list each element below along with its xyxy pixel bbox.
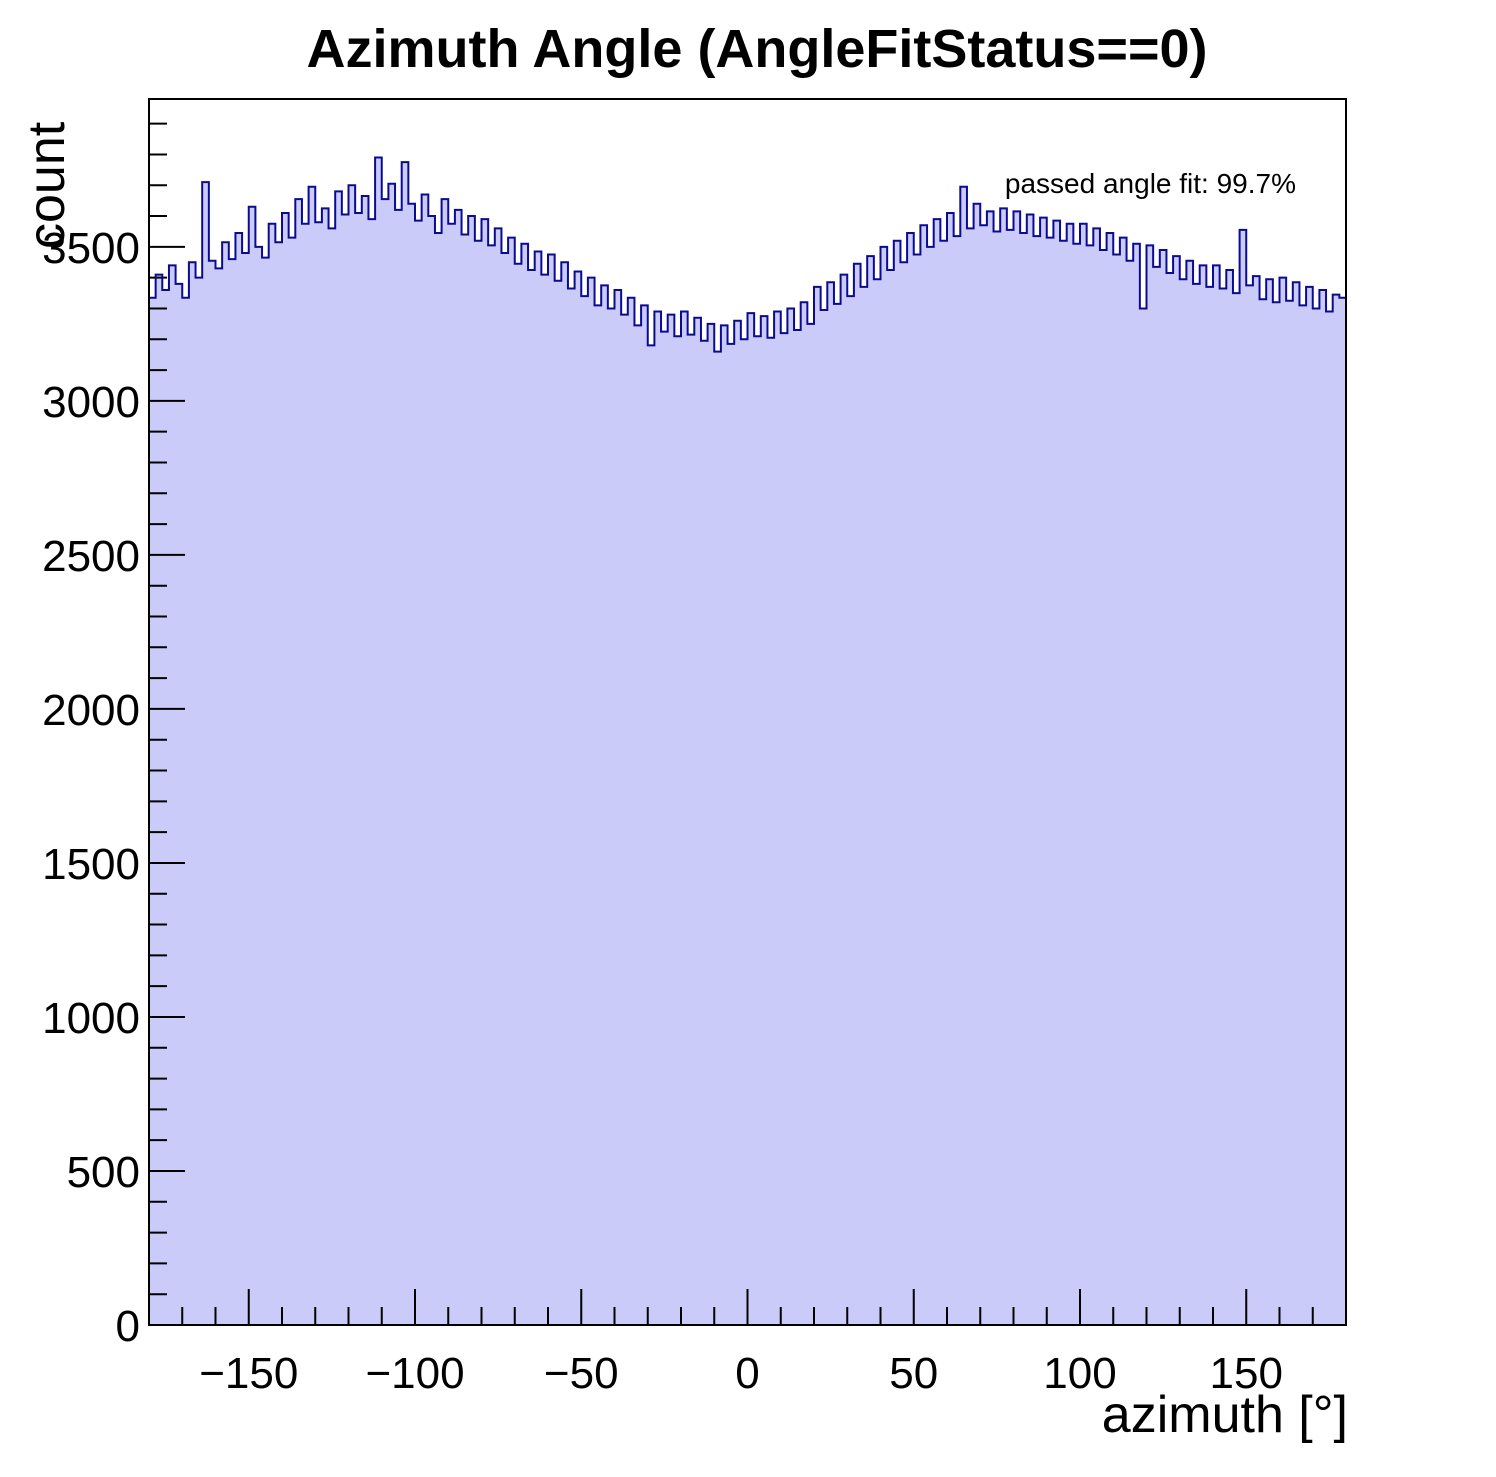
x-tick-label: −150 — [199, 1349, 298, 1398]
y-tick-label: 3500 — [42, 224, 140, 273]
y-axis-title: count — [18, 121, 76, 249]
y-tick-label: 500 — [67, 1148, 140, 1197]
annotation-text: passed angle fit: 99.7% — [1005, 168, 1296, 199]
chart-title: Azimuth Angle (AngleFitStatus==0) — [306, 19, 1207, 79]
x-tick-label: 100 — [1043, 1349, 1116, 1398]
y-tick-label: 1500 — [42, 840, 140, 889]
y-tick-label: 0 — [116, 1302, 140, 1351]
x-tick-label: 150 — [1210, 1349, 1283, 1398]
histogram-steps — [148, 156, 1347, 1325]
x-tick-label: −100 — [365, 1349, 464, 1398]
histogram-outline — [148, 156, 1347, 1325]
x-axis-title: azimuth [°] — [1102, 1386, 1348, 1444]
x-tick-label: 0 — [735, 1349, 759, 1398]
x-tick-label: 50 — [889, 1349, 938, 1398]
frame-rect — [148, 98, 1347, 1326]
y-tick-label: 2000 — [42, 686, 140, 735]
x-tick-label: −50 — [544, 1349, 619, 1398]
axis-tick-labels: −150 −100 −50 0 50 100 15005001000150020002500… — [42, 224, 1283, 1398]
y-tick-label: 1000 — [42, 994, 140, 1043]
y-tick-label: 3000 — [42, 378, 140, 427]
plot-frame — [148, 98, 1347, 1326]
axis-ticks — [149, 122, 1314, 1325]
y-tick-label: 2500 — [42, 532, 140, 581]
histogram-fill — [149, 157, 1346, 1325]
histogram-area — [149, 157, 1346, 1325]
